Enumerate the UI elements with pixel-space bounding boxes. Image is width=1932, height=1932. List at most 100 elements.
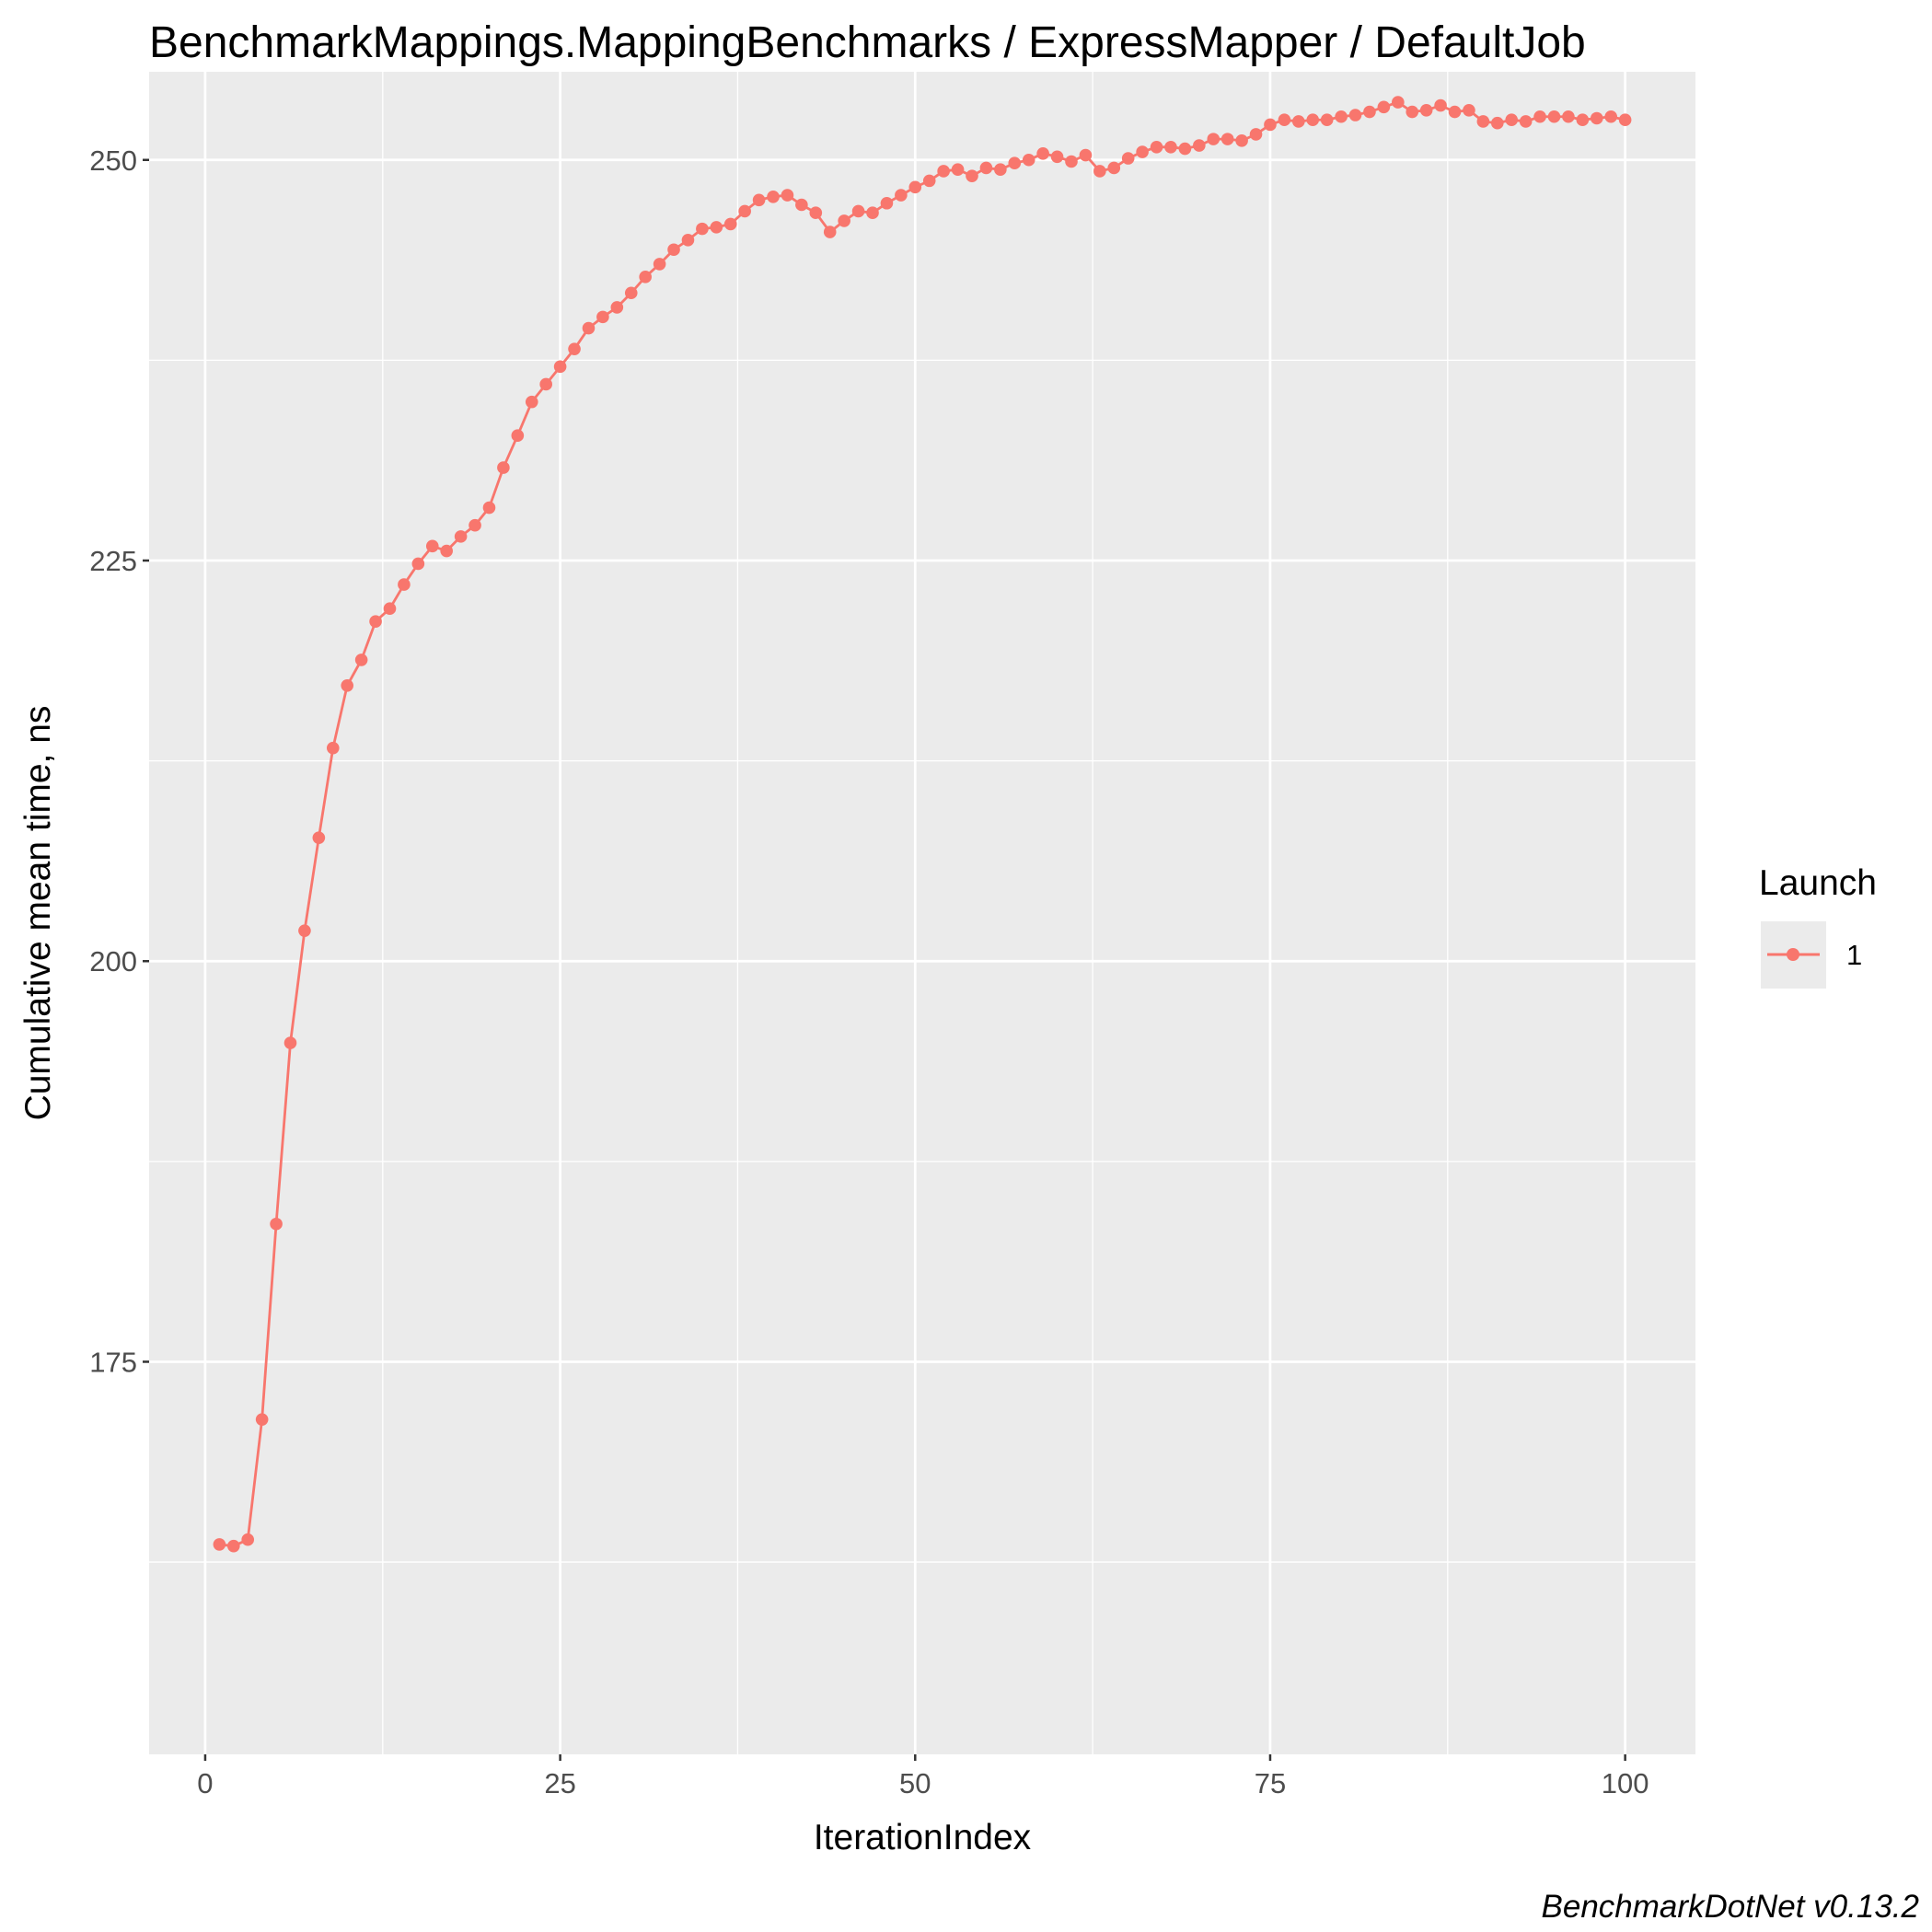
- data-point: [738, 204, 751, 218]
- data-point: [596, 310, 609, 324]
- data-point: [1604, 110, 1618, 123]
- data-point: [681, 233, 695, 247]
- data-point: [454, 530, 468, 543]
- data-point: [723, 217, 737, 231]
- data-point: [809, 206, 823, 220]
- series-line: [219, 100, 1625, 1548]
- data-point: [1576, 113, 1590, 127]
- legend-key-point: [1787, 948, 1799, 961]
- data-point: [851, 204, 865, 218]
- data-point: [1079, 148, 1093, 162]
- data-point: [1406, 105, 1419, 119]
- y-axis-title: Cumulative mean time, ns: [18, 706, 58, 1121]
- data-point: [226, 1539, 240, 1553]
- data-point: [767, 190, 780, 203]
- data-point: [1121, 152, 1135, 165]
- data-point: [1207, 133, 1221, 145]
- data-point: [1519, 115, 1533, 128]
- data-point: [795, 198, 808, 212]
- y-tick-label: 250: [89, 145, 137, 177]
- data-point: [298, 924, 311, 937]
- data-point: [639, 271, 652, 283]
- data-point: [1490, 116, 1504, 130]
- data-point: [283, 1036, 297, 1049]
- data-point: [1036, 146, 1049, 160]
- plot-panel: [149, 72, 1695, 1754]
- legend-label: 1: [1846, 939, 1862, 971]
- data-point: [1264, 118, 1277, 132]
- data-point: [1221, 133, 1234, 145]
- data-point: [354, 654, 368, 666]
- data-point: [781, 189, 794, 202]
- data-point: [1505, 113, 1519, 127]
- data-point: [1476, 115, 1490, 128]
- chart-title: BenchmarkMappings.MappingBenchmarks / Ex…: [149, 18, 1586, 67]
- data-point: [1448, 105, 1462, 119]
- data-point: [1463, 103, 1475, 117]
- data-point: [951, 163, 965, 176]
- x-tick-label: 100: [1602, 1767, 1649, 1799]
- data-point: [752, 193, 766, 207]
- data-point: [511, 429, 525, 442]
- data-point: [908, 180, 922, 194]
- data-point: [823, 226, 837, 238]
- x-tick-label: 50: [899, 1767, 931, 1799]
- data-point: [667, 243, 680, 257]
- data-point: [582, 321, 596, 335]
- data-point: [1164, 141, 1177, 154]
- y-tick-labels: 175 200 225 250: [89, 145, 137, 1379]
- data-point: [1363, 105, 1376, 119]
- data-point: [482, 501, 496, 515]
- legend-title: Launch: [1759, 863, 1877, 903]
- data-point: [1107, 161, 1121, 175]
- data-point: [880, 196, 894, 210]
- major-gridlines: [149, 72, 1695, 1754]
- data-point: [525, 395, 538, 409]
- x-tick-label: 25: [544, 1767, 575, 1799]
- data-point: [994, 163, 1007, 176]
- data-point: [966, 169, 978, 182]
- data-point: [1618, 113, 1632, 127]
- data-point: [653, 258, 666, 271]
- data-point: [1008, 156, 1022, 170]
- data-point: [270, 1217, 283, 1231]
- axis-ticks: [143, 158, 1626, 1761]
- data-point: [1348, 109, 1362, 121]
- data-point: [1150, 141, 1163, 154]
- data-point: [624, 286, 638, 300]
- caption: BenchmarkDotNet v0.13.2: [1542, 1889, 1919, 1925]
- data-point: [1533, 110, 1546, 123]
- data-point: [1434, 98, 1447, 112]
- data-point: [979, 161, 993, 175]
- data-point: [326, 741, 340, 755]
- data-point: [1065, 155, 1078, 168]
- data-point: [1590, 111, 1603, 125]
- x-tick-label: 75: [1255, 1767, 1286, 1799]
- data-point: [1306, 113, 1320, 127]
- data-point: [369, 615, 382, 628]
- x-axis-title: IterationIndex: [814, 1818, 1032, 1857]
- data-point: [497, 461, 510, 474]
- data-point: [1235, 134, 1248, 147]
- data-point: [696, 222, 709, 236]
- data-point: [1419, 103, 1433, 117]
- data-point: [895, 189, 908, 202]
- data-point: [1050, 150, 1064, 164]
- data-point: [383, 602, 397, 616]
- data-point: [1249, 128, 1263, 141]
- legend: Launch 1: [1759, 863, 1877, 989]
- data-point: [1547, 110, 1561, 123]
- data-point: [411, 557, 425, 571]
- data-point: [838, 214, 850, 227]
- data-point: [312, 831, 326, 844]
- data-point: [710, 221, 723, 234]
- data-point: [922, 174, 936, 188]
- data-point: [1193, 139, 1206, 152]
- data-point: [866, 206, 879, 220]
- minor-gridlines: [149, 72, 1695, 1754]
- data-point: [1093, 165, 1106, 178]
- data-point: [937, 165, 950, 178]
- data-point: [610, 301, 624, 314]
- data-point: [1392, 96, 1405, 109]
